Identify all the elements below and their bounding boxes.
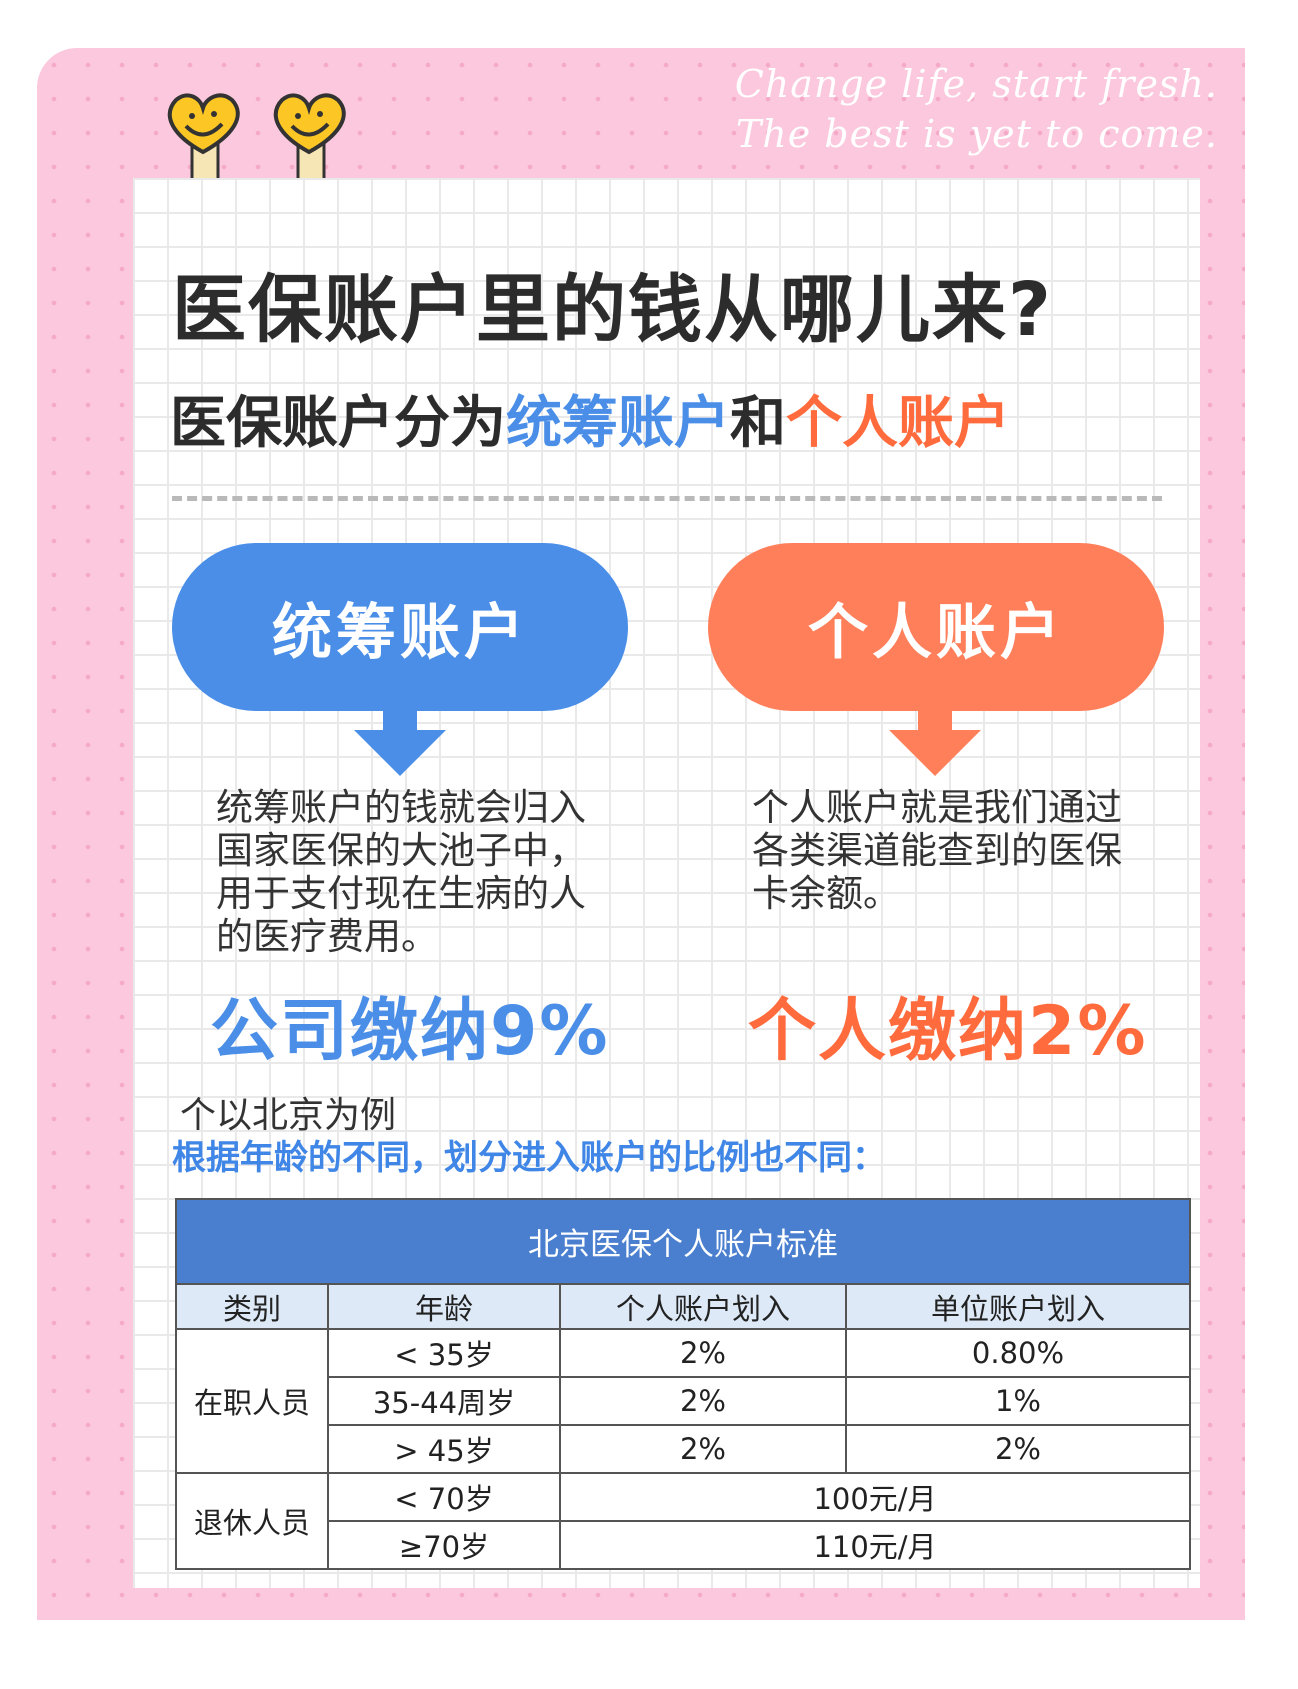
personal-description: 个人账户就是我们通过各类渠道能查到的医保卡余额。 bbox=[752, 786, 1122, 915]
smiley-heart-icon bbox=[167, 93, 240, 180]
subtitle: 医保账户分为统筹账户和个人账户 bbox=[170, 378, 1010, 459]
subtitle-mid: 和 bbox=[730, 391, 786, 456]
personal-cell: 2% bbox=[559, 1328, 847, 1378]
table-row: 退休人员 < 70岁 100元/月 bbox=[175, 1472, 1191, 1570]
table-row: 在职人员 < 35岁 2% 0.80% bbox=[175, 1328, 1191, 1474]
script-line-1: Change life, start fresh. bbox=[734, 62, 1218, 106]
employer-cell: 2% bbox=[845, 1424, 1191, 1474]
amount-cell: 100元/月 bbox=[559, 1472, 1191, 1522]
dashed-divider bbox=[172, 496, 1162, 501]
table-title: 北京医保个人账户标准 bbox=[175, 1198, 1191, 1285]
subtitle-personal: 个人账户 bbox=[786, 391, 1010, 456]
personal-contribution: 个人缴纳2% bbox=[748, 992, 1148, 1071]
smiley-heart-icon bbox=[273, 93, 346, 180]
arrow-down-icon bbox=[889, 730, 981, 776]
subtitle-pooled: 统筹账户 bbox=[506, 391, 730, 456]
pooled-account-pill: 统筹账户 bbox=[172, 543, 628, 711]
column-header: 年龄 bbox=[327, 1283, 561, 1330]
arrow-down-icon bbox=[918, 706, 952, 732]
page-title: 医保账户里的钱从哪儿来? bbox=[172, 267, 1053, 353]
table-row: ≥70岁 110元/月 bbox=[176, 1520, 1191, 1570]
age-cell: ≥70岁 bbox=[327, 1520, 561, 1570]
age-cell: > 45岁 bbox=[327, 1424, 561, 1474]
beijing-standard-table: 北京医保个人账户标准 类别 年龄 个人账户划入 单位账户划入 在职人员 < 35… bbox=[175, 1198, 1191, 1570]
personal-account-pill: 个人账户 bbox=[708, 543, 1164, 711]
table-row: > 45岁 2% 2% bbox=[176, 1424, 1191, 1474]
column-header: 类别 bbox=[175, 1283, 329, 1330]
script-line-2: The best is yet to come. bbox=[735, 112, 1218, 156]
category-cell: 退休人员 bbox=[175, 1472, 329, 1570]
subtitle-prefix: 医保账户分为 bbox=[170, 391, 506, 456]
column-header: 单位账户划入 bbox=[845, 1283, 1191, 1330]
example-note: 个以北京为例 bbox=[180, 1095, 397, 1136]
age-note: 根据年龄的不同，划分进入账户的比例也不同： bbox=[172, 1138, 886, 1178]
age-cell: < 70岁 bbox=[327, 1472, 561, 1522]
arrow-down-icon bbox=[354, 730, 446, 776]
personal-cell: 2% bbox=[559, 1424, 847, 1474]
arrow-down-icon bbox=[383, 706, 417, 732]
category-cell: 在职人员 bbox=[175, 1328, 329, 1474]
age-cell: < 35岁 bbox=[327, 1328, 561, 1378]
column-header: 个人账户划入 bbox=[559, 1283, 847, 1330]
pooled-contribution: 公司缴纳9% bbox=[210, 992, 610, 1071]
personal-cell: 2% bbox=[559, 1376, 847, 1426]
age-cell: 35-44周岁 bbox=[327, 1376, 561, 1426]
pooled-description: 统筹账户的钱就会归入国家医保的大池子中，用于支付现在生病的人的医疗费用。 bbox=[216, 786, 586, 958]
amount-cell: 110元/月 bbox=[559, 1520, 1191, 1570]
table-row: 35-44周岁 2% 1% bbox=[176, 1376, 1191, 1426]
employer-cell: 1% bbox=[845, 1376, 1191, 1426]
employer-cell: 0.80% bbox=[845, 1328, 1191, 1378]
